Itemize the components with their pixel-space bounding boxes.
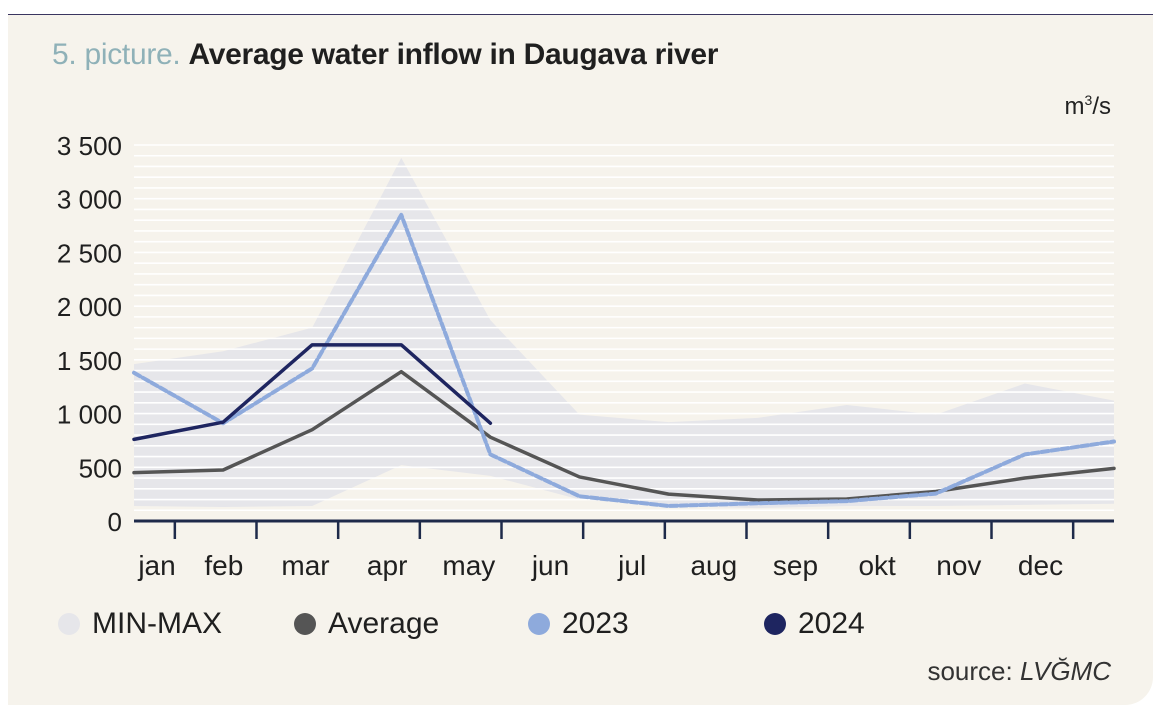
unit-base: m bbox=[1064, 93, 1085, 120]
unit-exponent: 3 bbox=[1084, 92, 1093, 108]
x-tick-label: jun bbox=[531, 550, 569, 581]
title-prefix: 5. picture. bbox=[52, 38, 181, 71]
title-main: Average water inflow in Daugava river bbox=[188, 38, 719, 71]
unit-label: m3/s bbox=[1065, 92, 1111, 121]
x-tick-label: okt bbox=[858, 550, 896, 581]
y-tick-label: 3 000 bbox=[57, 185, 122, 215]
series-line-2024 bbox=[132, 343, 493, 442]
y-tick-label: 0 bbox=[108, 507, 122, 537]
x-tick-label: jul bbox=[617, 550, 646, 581]
x-tick-label: may bbox=[442, 550, 495, 581]
x-tick-label: jan bbox=[137, 550, 175, 581]
legend-item-2024: 2024 bbox=[764, 607, 865, 641]
source-org: LVĞMC bbox=[1019, 656, 1111, 686]
legend-item-2023: 2023 bbox=[528, 607, 629, 641]
x-tick-label: feb bbox=[204, 550, 243, 581]
legend-swatch-2023 bbox=[528, 613, 550, 635]
x-tick-label: sep bbox=[773, 550, 818, 581]
y-tick-label: 2 500 bbox=[57, 238, 122, 268]
x-tick-label: nov bbox=[936, 550, 981, 581]
y-tick-label: 500 bbox=[79, 453, 122, 483]
series-line-2023 bbox=[132, 212, 1116, 508]
x-tick-label: aug bbox=[690, 550, 737, 581]
chart-title: 5. picture. Average water inflow in Daug… bbox=[52, 38, 718, 72]
legend-label: 2023 bbox=[562, 607, 629, 640]
source-note: source: LVĞMC bbox=[927, 656, 1111, 687]
legend-swatch-average bbox=[294, 613, 316, 635]
legend-label: Average bbox=[328, 607, 440, 640]
y-tick-label: 3 500 bbox=[57, 131, 122, 161]
min-max-band bbox=[134, 157, 1114, 509]
legend-swatch-2024 bbox=[764, 613, 786, 635]
legend-item-average: Average bbox=[294, 607, 439, 641]
source-label: source: bbox=[927, 656, 1013, 686]
legend-label: MIN-MAX bbox=[92, 607, 222, 640]
x-tick-label: apr bbox=[367, 550, 407, 581]
legend-label: 2024 bbox=[798, 607, 865, 640]
legend-swatch-min-max bbox=[58, 613, 80, 635]
y-tick-label: 1 500 bbox=[57, 346, 122, 376]
legend-item-min-max: MIN-MAX bbox=[58, 607, 222, 641]
x-tick-label: dec bbox=[1018, 550, 1063, 581]
x-tick-label: mar bbox=[281, 550, 329, 581]
unit-rest: /s bbox=[1092, 93, 1111, 120]
y-tick-label: 2 000 bbox=[57, 292, 122, 322]
y-tick-label: 1 000 bbox=[57, 400, 122, 430]
